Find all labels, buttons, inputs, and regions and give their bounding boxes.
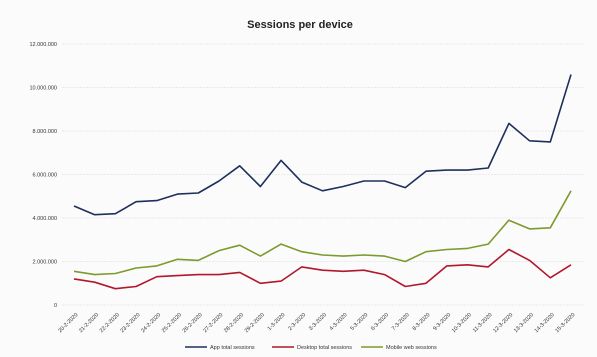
y-tick-label: 0 [54, 303, 57, 309]
y-tick-label: 4.000.000 [33, 216, 57, 222]
y-tick-label: 10.000.000 [29, 86, 57, 92]
series-line-1 [73, 74, 572, 216]
y-tick-label: 12.000.000 [29, 42, 57, 48]
y-tick-label: 8.000.000 [33, 129, 57, 135]
legend-label: Mobile web sessions [386, 345, 437, 351]
y-tick-label: 6.000.000 [33, 173, 57, 179]
legend-label: Desktop total sessions [297, 345, 352, 351]
legend-label: App total sessions [210, 345, 255, 351]
y-tick-label: 2.000.000 [33, 260, 57, 266]
series-lines [73, 74, 572, 290]
series-line-2 [73, 248, 572, 290]
legend: App total sessions Desktop total sessions… [185, 345, 437, 351]
series-line-3 [73, 190, 572, 276]
chart-title: Sessions per device [247, 19, 353, 31]
y-axis-ticks: 0 2.000.000 4.000.000 6.000.000 8.000.000 10.… [29, 42, 57, 309]
